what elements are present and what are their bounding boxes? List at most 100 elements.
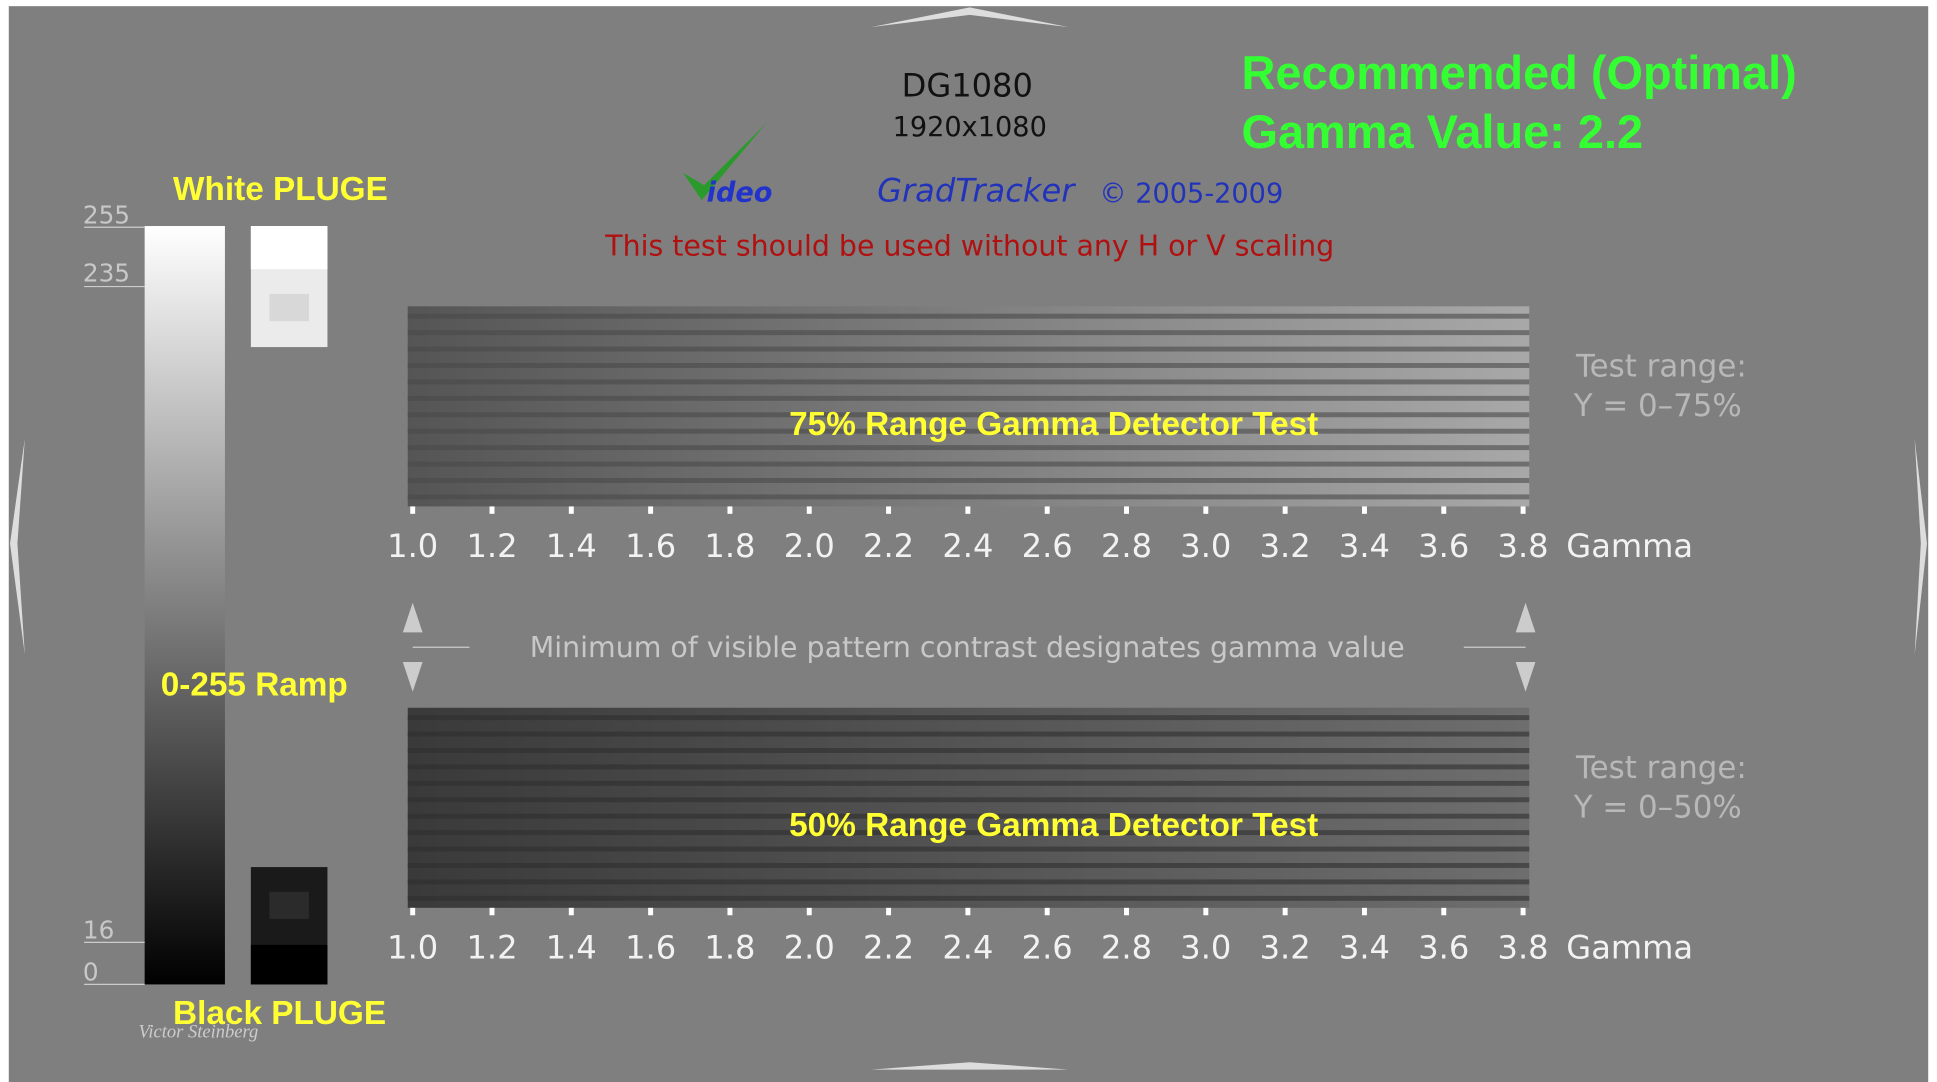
gamma-tick: 2.8 [1101,928,1152,966]
stripe [407,895,1530,901]
stripe [407,313,1530,319]
tick-mark [1361,907,1367,916]
tick-mark [1520,506,1526,514]
tick-mark [1282,907,1288,916]
gamma-tick: 2.8 [1101,527,1152,565]
gamma-tick: 1.8 [704,527,755,565]
stripe [407,445,1530,451]
white-pluge-label: White PLUGE [173,171,388,208]
gamma-tick: 1.2 [466,928,517,966]
range: Y = 0–75% [1573,388,1742,424]
range-label: Test range: [1575,349,1747,385]
level: 0 [83,958,99,987]
tick-mark [1203,506,1209,514]
gamma-tick: 3.2 [1260,928,1311,966]
instruction: Minimum of visible pattern contrast desi… [530,631,1405,664]
gamma-tick: 1.2 [466,527,517,565]
black-pluge-patch [269,891,309,919]
resolution: 1920x1080 [893,112,1047,143]
stripe [407,363,1530,368]
test-title: 75% Range Gamma Detector Test [789,406,1318,443]
gamma-tick: 3.2 [1260,527,1311,565]
stripe [407,346,1530,352]
tick-mark [1124,907,1129,916]
stripe [407,412,1530,418]
stripe [407,494,1530,500]
tick-mark [1203,907,1209,916]
product: GradTracker [877,171,1076,209]
tick-mark [648,907,654,916]
tick-mark [965,907,971,916]
tick-mark [568,907,574,916]
gamma-tick: 3.6 [1418,928,1469,966]
gamma-tick: 2.6 [1022,928,1073,966]
gamma-tick: 3.4 [1339,527,1390,565]
tick-mark [806,506,812,514]
stripe [407,731,1530,737]
gamma-tick: 2.2 [863,928,914,966]
tick-mark [489,907,495,916]
gamma-test [407,306,1530,507]
recommendation: Recommended (Optimal) [1241,47,1796,99]
gamma-tick: 3.0 [1180,527,1231,565]
level: 255 [83,201,130,230]
stripe [407,780,1530,786]
range-label: Test range: [1575,750,1747,786]
stripe [407,846,1530,852]
tick-mark [1044,907,1050,916]
gamma-tick: 1.0 [387,527,438,565]
black-pluge-bottom [250,944,328,985]
gamma-tick: 1.4 [546,527,597,565]
gamma-unit: Gamma [1566,928,1693,966]
model: DG1080 [902,66,1033,104]
gamma-tick: 1.6 [625,527,676,565]
tick-mark [727,907,733,916]
tick-mark [886,506,892,514]
stripe [407,330,1530,336]
tick-mark [1441,907,1447,916]
gamma-tick: 2.0 [784,527,835,565]
gamma-tick: 1.0 [387,928,438,966]
gamma-tick: 3.4 [1339,928,1390,966]
ramp-label: 0-255 Ramp [161,666,348,703]
tick-mark [568,506,574,514]
tick-mark [727,506,733,514]
tick-mark [410,907,416,916]
gamma-tick: 3.6 [1418,527,1469,565]
tick-mark [489,506,495,514]
tick-mark [886,907,892,916]
stripe [407,478,1530,483]
gamma-unit: Gamma [1566,527,1693,565]
gamma-tick: 2.4 [942,527,993,565]
gamma-tick: 1.6 [625,928,676,966]
test-title: 50% Range Gamma Detector Test [789,807,1318,844]
ramp [144,226,225,985]
gamma-test [407,707,1530,908]
brand: ideo [707,177,773,208]
gamma-tick: 3.8 [1498,928,1549,966]
tick-mark [1124,506,1129,514]
stripe [407,863,1530,868]
stripe [407,428,1530,434]
stripe [407,395,1530,401]
stripe [407,715,1530,721]
gamma-tick: 1.8 [704,928,755,966]
tick-mark [965,506,971,514]
gamma-tick: 1.4 [546,928,597,966]
stripe [407,830,1530,836]
tick-mark [1282,506,1288,514]
white-pluge-top [250,226,328,270]
stripe [407,461,1530,467]
level: 16 [83,916,114,945]
gamma-tick: 2.0 [784,928,835,966]
copyright: © 2005-2009 [1099,179,1283,210]
tick-mark [806,907,812,916]
tick-mark [1520,907,1526,916]
gamma-tick: 2.4 [942,928,993,966]
tick-mark [1044,506,1050,514]
stripe [407,748,1530,753]
stripe [407,764,1530,770]
white-pluge-patch [269,293,309,322]
